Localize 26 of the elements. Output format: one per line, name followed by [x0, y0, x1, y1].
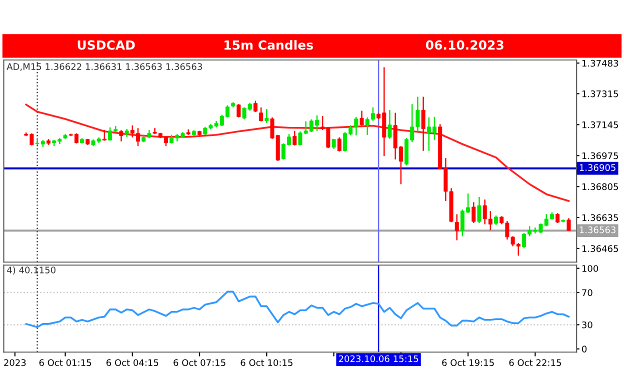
y-tick-label: 100: [582, 265, 598, 272]
y-tick-label: 30: [582, 321, 592, 328]
ref-line-label: 2023.10.06 15:15: [338, 355, 418, 362]
y-tick-label: 1.36465: [582, 245, 618, 252]
ref-line-label: 1.36905: [580, 164, 616, 171]
chart-title: USDCAD: [78, 40, 135, 50]
x-tick-label: 6 Oct 10:15: [240, 359, 292, 366]
x-tick-label: 2023: [4, 359, 26, 366]
ref-line-label: 1.36563: [580, 226, 616, 234]
x-tick-label: 6 Oct 19:15: [442, 359, 494, 366]
y-tick-label: 1.36805: [582, 183, 618, 190]
y-tick-label: 1.37483: [582, 60, 618, 67]
annotation: 4) 40.1150: [7, 266, 56, 274]
y-tick-label: 1.36975: [582, 152, 618, 160]
annotation: AD,M15 1.36622 1.36631 1.36563 1.36563: [6, 63, 202, 71]
x-tick-label: 6 Oct 07:15: [174, 359, 226, 366]
x-tick-label: 6 Oct 22:15: [509, 359, 561, 366]
text: 06.10.2023: [426, 40, 504, 50]
y-tick-label: 1.37145: [582, 121, 618, 128]
x-tick-label: 6 Oct 04:15: [106, 359, 158, 366]
y-tick-label: 1.37315: [582, 90, 618, 98]
y-tick-label: 70: [582, 289, 592, 296]
y-tick-label: 1.36635: [582, 214, 618, 222]
chart-subtitle: 15m Candles: [224, 40, 313, 50]
x-tick-label: 6 Oct 01:15: [39, 359, 92, 366]
y-tick-label: 0: [582, 346, 587, 352]
